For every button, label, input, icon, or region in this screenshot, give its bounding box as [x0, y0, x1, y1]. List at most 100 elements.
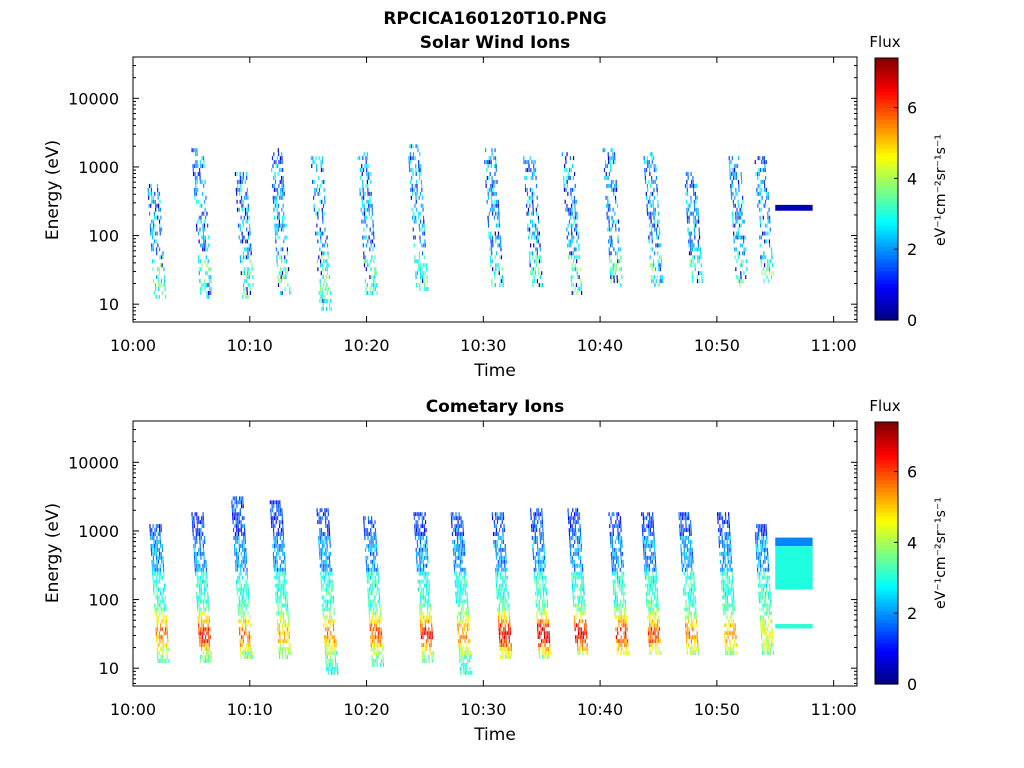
flux-cell-burst-2 [241, 199, 243, 204]
flux-cell-burst-3 [273, 215, 276, 220]
flux-cell-burst-12 [650, 595, 652, 600]
flux-cell-burst-12 [647, 540, 649, 544]
flux-cell-burst-1 [201, 655, 203, 659]
flux-cell-burst-9 [577, 255, 579, 260]
flux-cell-burst-7 [457, 627, 459, 632]
flux-cell-burst-13 [684, 591, 686, 596]
flux-cell-burst-6 [425, 536, 428, 540]
flux-cell-burst-12 [652, 516, 654, 521]
flux-cell-burst-5 [379, 607, 381, 612]
flux-cell-burst-0 [158, 595, 160, 600]
flux-cell-burst-2 [249, 651, 251, 656]
flux-cell-burst-0 [157, 587, 160, 592]
flux-cell-burst-9 [577, 231, 579, 236]
flux-cell-burst-12 [644, 540, 646, 544]
flux-cell-burst-4 [326, 643, 328, 648]
flux-cell-burst-8 [529, 203, 531, 208]
flux-cell-burst-11 [617, 607, 619, 612]
colorbar-swatch [875, 250, 898, 256]
flux-cell-burst-8 [497, 532, 499, 537]
flux-cell-burst-13 [684, 619, 687, 624]
flux-cell-burst-1 [205, 647, 207, 652]
flux-cell-burst-3 [273, 176, 275, 180]
flux-cell-burst-2 [242, 172, 244, 176]
flux-cell-burst-2 [239, 579, 241, 584]
flux-cell-burst-4 [324, 563, 326, 568]
flux-cell-burst-7 [461, 559, 463, 564]
flux-cell-burst-11 [659, 243, 662, 248]
flux-cell-burst-13 [695, 615, 697, 620]
flux-cell-burst-8 [509, 619, 511, 624]
flux-cell-burst-14 [769, 271, 771, 276]
flux-cell-burst-9 [542, 591, 545, 596]
flux-cell-burst-14 [771, 251, 773, 256]
flux-cell-burst-1 [205, 195, 207, 200]
flux-cell-burst-9 [545, 575, 547, 580]
flux-cell-burst-8 [526, 160, 528, 165]
flux-cell-burst-8 [531, 219, 533, 224]
flux-cell-burst-2 [237, 187, 239, 192]
flux-cell-burst-12 [651, 587, 653, 592]
flux-cell-burst-1 [195, 583, 197, 588]
flux-cell-burst-5 [375, 591, 377, 596]
flux-cell-burst-10 [616, 187, 618, 192]
flux-cell-burst-6 [428, 571, 430, 576]
flux-cell-burst-14 [718, 540, 720, 544]
colorbar-swatch [875, 135, 898, 141]
flux-cell-burst-10 [577, 516, 579, 521]
flux-cell-burst-13 [734, 168, 736, 173]
flux-cell-burst-3 [282, 528, 284, 533]
flux-cell-burst-10 [574, 540, 576, 544]
flux-cell-burst-1 [204, 283, 206, 288]
flux-cell-burst-3 [274, 555, 276, 560]
flux-cell-burst-1 [198, 607, 200, 612]
flux-cell-burst-5 [366, 259, 368, 264]
flux-cell-burst-4 [312, 160, 314, 165]
flux-cell-burst-9 [541, 651, 543, 656]
flux-cell-burst-8 [537, 255, 539, 260]
flux-cell-burst-10 [580, 567, 582, 572]
flux-cell-burst-11 [624, 651, 626, 656]
flux-cell-burst-13 [736, 207, 738, 212]
flux-cell-burst-14 [767, 219, 769, 224]
flux-cell-burst-9 [565, 187, 567, 192]
flux-cell-burst-6 [419, 164, 422, 169]
flux-cell-burst-0 [148, 183, 151, 188]
flux-cell-burst-12 [649, 599, 651, 604]
flux-cell-burst-12 [691, 243, 693, 248]
flux-cell-burst-4 [326, 603, 329, 608]
flux-cell-burst-12 [648, 603, 650, 608]
flux-cell-burst-9 [539, 551, 541, 556]
flux-cell-burst-5 [371, 631, 373, 636]
flux-cell-burst-6 [418, 164, 420, 169]
flux-cell-burst-12 [701, 279, 703, 284]
flux-cell-burst-4 [325, 551, 327, 556]
flux-cell-burst-6 [426, 619, 428, 624]
flux-cell-burst-3 [270, 508, 272, 513]
flux-cell-burst-12 [654, 551, 656, 556]
flux-cell-burst-4 [320, 183, 322, 188]
flux-cell-burst-1 [199, 179, 201, 184]
flux-cell-burst-6 [421, 520, 424, 525]
flux-cell-burst-12 [697, 215, 699, 220]
flux-cell-burst-2 [233, 508, 235, 513]
flux-cell-burst-8 [529, 227, 531, 232]
flux-cell-burst-9 [541, 543, 543, 548]
flux-cell-burst-5 [371, 211, 374, 216]
flux-cell-burst-3 [287, 251, 289, 256]
flux-cell-burst-14 [756, 172, 759, 176]
flux-cell-burst-2 [249, 615, 251, 620]
flux-cell-burst-6 [428, 579, 430, 584]
flux-cell-burst-13 [733, 231, 735, 236]
flux-cell-burst-7 [495, 160, 497, 165]
flux-cell-burst-4 [328, 571, 330, 576]
flux-cell-burst-3 [273, 152, 275, 157]
flux-cell-burst-0 [151, 551, 153, 556]
flux-cell-burst-3 [284, 595, 287, 600]
flux-cell-burst-6 [420, 547, 422, 552]
flux-cell-burst-5 [371, 599, 373, 604]
flux-cell-burst-11 [619, 611, 621, 616]
flux-cell-burst-6 [420, 532, 423, 537]
flux-cell-burst-12 [644, 567, 646, 572]
flux-cell-burst-0 [157, 658, 159, 663]
